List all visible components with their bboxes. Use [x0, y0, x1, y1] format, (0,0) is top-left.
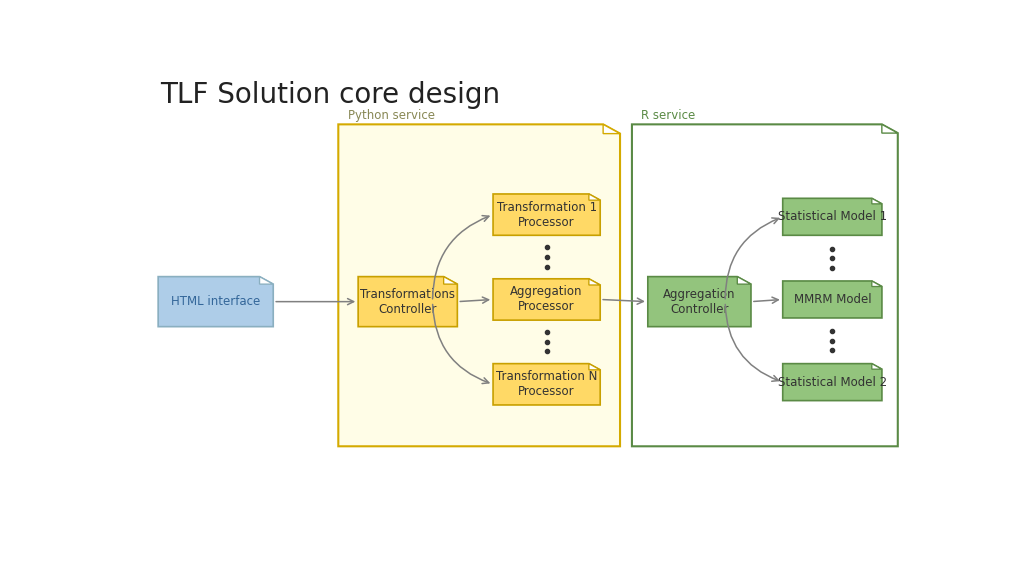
Text: Statistical Model 2: Statistical Model 2 [778, 376, 887, 389]
Polygon shape [871, 281, 882, 286]
Text: Transformation N
Processor: Transformation N Processor [496, 370, 597, 398]
Polygon shape [589, 194, 600, 200]
Polygon shape [782, 281, 882, 318]
Polygon shape [338, 124, 620, 446]
Polygon shape [158, 277, 273, 327]
Text: Aggregation
Controller: Aggregation Controller [664, 288, 735, 316]
Polygon shape [648, 277, 751, 327]
Text: Statistical Model 1: Statistical Model 1 [778, 210, 887, 223]
Text: Transformation 1
Processor: Transformation 1 Processor [497, 201, 597, 229]
Polygon shape [782, 198, 882, 235]
Polygon shape [589, 279, 600, 285]
Polygon shape [589, 364, 600, 370]
Polygon shape [632, 124, 898, 446]
Text: HTML interface: HTML interface [171, 295, 260, 308]
Text: Transformations
Controller: Transformations Controller [360, 288, 456, 316]
Polygon shape [358, 277, 458, 327]
Polygon shape [882, 124, 898, 133]
Polygon shape [782, 364, 882, 401]
Text: Aggregation
Processor: Aggregation Processor [510, 285, 583, 314]
Polygon shape [871, 364, 882, 369]
Text: TLF Solution core design: TLF Solution core design [160, 81, 500, 109]
Polygon shape [443, 277, 458, 284]
Polygon shape [494, 194, 600, 235]
Polygon shape [737, 277, 751, 284]
Text: R service: R service [641, 109, 695, 122]
Polygon shape [494, 279, 600, 320]
Polygon shape [259, 277, 273, 284]
Text: Python service: Python service [348, 109, 435, 122]
Polygon shape [603, 124, 620, 134]
Polygon shape [871, 198, 882, 204]
Polygon shape [494, 364, 600, 405]
Text: MMRM Model: MMRM Model [794, 293, 871, 306]
